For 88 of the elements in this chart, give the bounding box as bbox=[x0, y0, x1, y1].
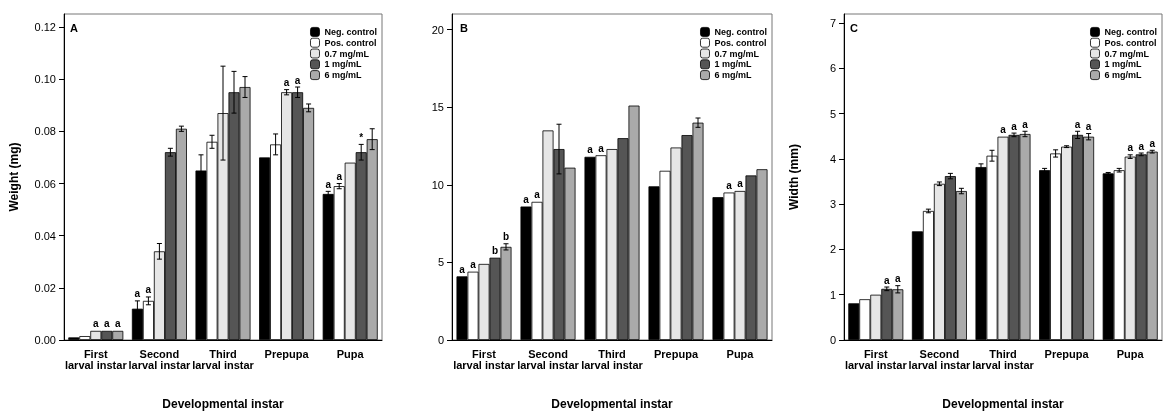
x-tick-label: Prepupa bbox=[264, 347, 310, 360]
text: B bbox=[460, 21, 468, 34]
data-label: a bbox=[534, 189, 541, 201]
x-tick-label: Third larval instar bbox=[581, 347, 644, 371]
y-axis-title: Weight (mg) bbox=[7, 142, 21, 212]
data-label: a bbox=[283, 77, 290, 89]
data-label: a bbox=[726, 180, 733, 192]
y-tick-label: 2 bbox=[829, 243, 836, 256]
legend-label: Pos. control bbox=[714, 37, 767, 48]
data-label: a bbox=[587, 144, 594, 156]
data-label: a bbox=[93, 318, 100, 330]
data-label: a bbox=[294, 74, 301, 86]
x-axis-title: Developmental instar bbox=[551, 397, 674, 411]
data-label: a bbox=[598, 142, 605, 154]
data-label: a bbox=[1022, 118, 1029, 130]
x-tick-label: Second larval instar bbox=[128, 347, 191, 371]
y-tick-label: 0.02 bbox=[34, 281, 56, 294]
data-label: a bbox=[336, 171, 343, 183]
x-tick-label: Third larval instar bbox=[192, 347, 255, 371]
x-axis-title: Developmental instar bbox=[942, 397, 1065, 411]
data-label: a bbox=[895, 273, 902, 285]
x-tick-label: First larval instar bbox=[844, 347, 908, 371]
y-tick-label: 0.00 bbox=[34, 334, 56, 346]
data-label: b bbox=[502, 231, 510, 243]
y-tick-label: 0 bbox=[829, 334, 836, 346]
y-tick-label: 1 bbox=[829, 288, 836, 301]
data-label: a bbox=[1138, 140, 1145, 152]
legend-label: 6 mg/mL bbox=[324, 70, 363, 81]
data-label: a bbox=[884, 274, 891, 286]
y-tick-label: 5 bbox=[829, 107, 836, 120]
data-label: a bbox=[1000, 124, 1007, 136]
y-tick-label: 3 bbox=[829, 198, 836, 211]
data-label: a bbox=[1085, 121, 1092, 133]
data-label: a bbox=[523, 194, 530, 205]
x-tick-label: First larval instar bbox=[453, 347, 516, 371]
y-tick-label: 0.06 bbox=[34, 177, 56, 190]
legend-label: 1 mg/mL bbox=[1104, 59, 1143, 70]
data-label: a bbox=[737, 178, 744, 190]
data-label: a bbox=[1074, 118, 1081, 130]
data-label: b bbox=[491, 245, 499, 257]
data-label: a bbox=[325, 178, 332, 190]
legend-label: Pos. control bbox=[1104, 37, 1157, 48]
data-label: * bbox=[359, 131, 364, 143]
x-tick-label: Pupa bbox=[726, 347, 755, 360]
legend-label: 6 mg/mL bbox=[714, 70, 753, 81]
y-tick-label: 0.08 bbox=[34, 125, 56, 138]
y-tick-label: 0 bbox=[437, 334, 444, 346]
y-axis-title: Width (mm) bbox=[787, 144, 801, 210]
x-axis-title: Developmental instar bbox=[162, 397, 285, 411]
x-tick-label: Second larval instar bbox=[908, 347, 971, 371]
data-label: a bbox=[115, 318, 122, 330]
data-label: a bbox=[470, 259, 477, 271]
data-label: a bbox=[145, 284, 152, 296]
y-tick-label: 4 bbox=[829, 152, 836, 165]
data-label: a bbox=[459, 263, 466, 275]
text: C bbox=[850, 21, 858, 34]
x-tick-label: Second larval instar bbox=[517, 347, 580, 371]
data-label: a bbox=[1011, 120, 1018, 132]
x-tick-label: Prepupa bbox=[1044, 347, 1090, 360]
y-tick-label: 10 bbox=[431, 178, 444, 191]
legend-label: 0.7 mg/mL bbox=[714, 48, 760, 59]
x-tick-label: Pupa bbox=[336, 347, 365, 360]
legend-label: 0.7 mg/mL bbox=[1104, 48, 1150, 59]
data-label: a bbox=[134, 288, 141, 300]
data-label: a bbox=[1127, 142, 1134, 154]
legend-label: 1 mg/mL bbox=[714, 59, 753, 70]
legend-label: Neg. control bbox=[714, 26, 768, 37]
y-tick-label: 0.10 bbox=[34, 73, 56, 86]
y-tick-label: 0.04 bbox=[34, 229, 56, 242]
legend-label: Pos. control bbox=[324, 37, 377, 48]
y-tick-label: 0.12 bbox=[34, 21, 56, 34]
x-tick-label: Pupa bbox=[1116, 347, 1145, 360]
x-tick-label: Third larval instar bbox=[972, 347, 1035, 371]
data-label: a bbox=[1149, 137, 1156, 149]
y-tick-label: 5 bbox=[437, 256, 444, 269]
legend-label: 1 mg/mL bbox=[324, 59, 363, 70]
y-tick-label: 7 bbox=[829, 17, 836, 30]
x-tick-label: Prepupa bbox=[653, 347, 699, 360]
y-tick-label: 6 bbox=[829, 62, 836, 75]
legend-label: 6 mg/mL bbox=[1104, 70, 1143, 81]
text: A bbox=[70, 21, 78, 34]
legend-label: Neg. control bbox=[324, 26, 378, 37]
x-tick-label: First larval instar bbox=[64, 347, 128, 371]
legend-label: Neg. control bbox=[1104, 26, 1158, 37]
y-tick-label: 15 bbox=[431, 101, 444, 114]
y-tick-label: 20 bbox=[431, 23, 444, 36]
data-label: a bbox=[104, 318, 111, 330]
legend-label: 0.7 mg/mL bbox=[324, 48, 370, 59]
